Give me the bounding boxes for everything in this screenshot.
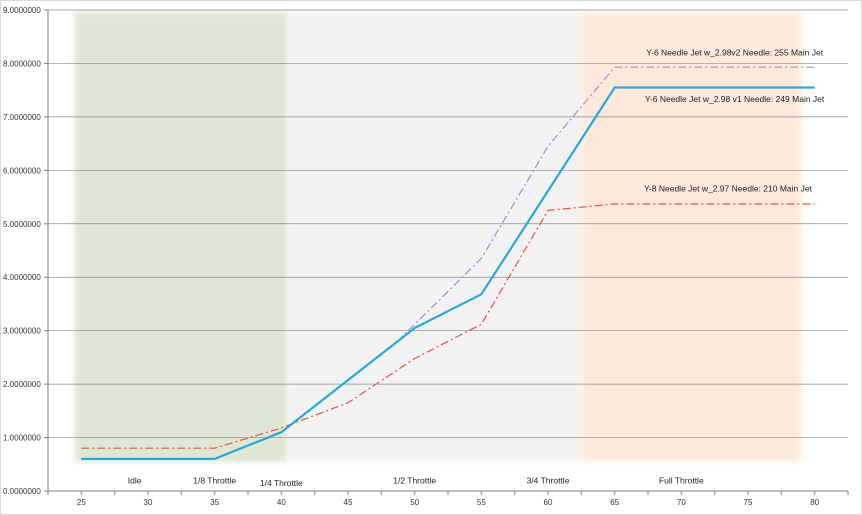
x-tick-label: 80 xyxy=(810,498,819,507)
zone-band-2 xyxy=(581,12,802,462)
x-tick-label: 30 xyxy=(144,498,153,507)
series-label-0: Y-6 Needle Jet w_2.98v2 Needle: 255 Main… xyxy=(646,47,824,57)
y-tick-label: 0.0000000 xyxy=(3,487,41,496)
labels: Y-6 Needle Jet w_2.98v2 Needle: 255 Main… xyxy=(128,47,825,488)
x-tick-label: 45 xyxy=(344,498,353,507)
throttle-zones xyxy=(74,12,802,462)
series-lines xyxy=(81,66,815,460)
y-tick-label: 1.0000000 xyxy=(3,434,41,443)
zone-label-1: 1/8 Throttle xyxy=(193,475,236,485)
zone-band-0 xyxy=(74,12,289,462)
zone-label-5: Full Throttle xyxy=(659,475,704,485)
zone-label-2: 1/4 Throttle xyxy=(260,478,303,488)
axes: 0.0000000 1.0000000 2.0000000 3.0000000 4.00… xyxy=(3,6,849,507)
series-line-1 xyxy=(81,86,815,460)
x-tick-label: 25 xyxy=(77,498,86,507)
zone-band-1 xyxy=(288,12,582,462)
y-tick-label: 3.0000000 xyxy=(3,327,41,336)
x-tick-label: 70 xyxy=(677,498,686,507)
x-tick-label: 55 xyxy=(477,498,486,507)
x-tick-label: 40 xyxy=(277,498,286,507)
y-tick-label: 7.0000000 xyxy=(3,113,41,122)
series-label-1: Y-6 Needle Jet w_2.98 v1 Needle: 249 Mai… xyxy=(645,94,825,104)
series-line-2 xyxy=(81,203,815,449)
y-tick-label: 6.0000000 xyxy=(3,166,41,175)
x-tick-label: 50 xyxy=(410,498,419,507)
x-tick-label: 60 xyxy=(544,498,553,507)
zone-label-3: 1/2 Throttle xyxy=(393,475,436,485)
y-tick-label: 9.0000000 xyxy=(3,6,41,15)
y-tick-label: 4.0000000 xyxy=(3,273,41,282)
zone-label-4: 3/4 Throttle xyxy=(527,475,570,485)
y-tick-label: 8.0000000 xyxy=(3,59,41,68)
series-label-2: Y-8 Needle Jet w_2.97 Needle: 210 Main J… xyxy=(644,184,813,194)
zone-label-0: Idle xyxy=(128,475,142,485)
x-tick-label: 75 xyxy=(744,498,753,507)
y-tick-label: 2.0000000 xyxy=(3,380,41,389)
x-tick-label: 35 xyxy=(210,498,219,507)
y-tick-label: 5.0000000 xyxy=(3,220,41,229)
x-tick-label: 65 xyxy=(610,498,619,507)
